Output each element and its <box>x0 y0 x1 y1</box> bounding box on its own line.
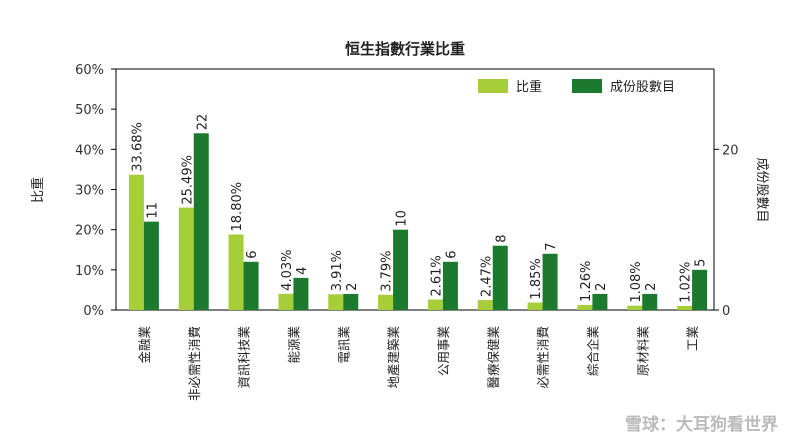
y-tick-label: 0% <box>83 304 104 319</box>
bar-count <box>442 261 458 310</box>
data-label-weight: 18.80% <box>230 182 245 232</box>
category-label: 醫療保健業 <box>486 326 501 389</box>
bar-weight <box>278 293 294 310</box>
legend: 比重 成份股數目 <box>478 79 675 95</box>
y2-axis-title: 成份股數目 <box>754 157 769 222</box>
category-label: 工業 <box>685 326 700 352</box>
y-tick-label: 60% <box>75 63 104 78</box>
legend-label-weight: 比重 <box>516 79 542 95</box>
data-label-count: 2 <box>345 283 360 291</box>
bar-count <box>592 293 608 310</box>
bar-count <box>243 261 259 310</box>
legend-swatch-weight <box>478 79 508 93</box>
bar-weight <box>128 174 144 310</box>
data-label-weight: 4.03% <box>280 250 295 291</box>
data-label-count: 11 <box>145 202 160 219</box>
data-label-count: 6 <box>444 251 459 259</box>
data-label-count: 8 <box>494 234 509 242</box>
data-label-count: 5 <box>694 259 709 267</box>
data-label-weight: 25.49% <box>180 155 195 205</box>
bar-weight <box>378 294 394 310</box>
data-label-weight: 1.26% <box>579 261 594 302</box>
bar-weight <box>677 305 693 310</box>
y-tick-label: 50% <box>75 103 104 118</box>
y-axis-title: 比重 <box>30 177 46 203</box>
category-label: 資訊科技業 <box>237 326 252 389</box>
category-label: 地產建築業 <box>386 326 401 389</box>
bar-count <box>193 133 209 310</box>
bar-count <box>492 245 508 310</box>
category-label: 公用事業 <box>436 326 451 377</box>
data-label-count: 10 <box>395 210 410 227</box>
bar-count <box>542 253 558 310</box>
y2-axis-ticks: 0 20 <box>714 143 739 319</box>
data-label-weight: 33.68% <box>130 122 145 172</box>
y-tick-label: 40% <box>75 143 104 158</box>
bar-count <box>692 269 708 310</box>
data-label-weight: 1.02% <box>679 262 694 303</box>
bar-count <box>143 221 159 310</box>
category-label: 金融業 <box>137 326 152 364</box>
bar-weight <box>178 207 194 310</box>
watermark: 雪球：大耳狗看世界 <box>625 414 778 435</box>
data-label-weight: 3.91% <box>330 250 345 291</box>
category-labels: 金融業 非必需性消費 資訊科技業 能源業 電訊業 地產建築業 公用事業 醫療保健業 必需性消費 綜… <box>137 326 700 402</box>
legend-swatch-count <box>572 79 602 93</box>
category-label: 原材料業 <box>635 326 650 377</box>
bar-weight <box>577 304 593 310</box>
chart-title: 恒生指數行業比重 <box>345 40 465 58</box>
data-label-count: 4 <box>295 267 310 275</box>
category-label: 能源業 <box>286 326 301 364</box>
bar-weight <box>228 234 244 310</box>
y-tick-label: 20% <box>75 224 104 239</box>
data-label-weight: 3.79% <box>380 250 395 291</box>
data-label-count: 2 <box>644 283 659 291</box>
bar-count <box>343 293 359 310</box>
y-tick-label: 30% <box>75 184 104 199</box>
y2-tick-label: 20 <box>722 143 739 158</box>
y-tick-label: 10% <box>75 264 104 279</box>
data-label-count: 6 <box>245 251 260 259</box>
data-label-weight: 2.61% <box>429 255 444 296</box>
bar-count <box>293 277 309 310</box>
bar-weight <box>527 302 543 310</box>
bar-count <box>642 293 658 310</box>
data-label-count: 7 <box>544 242 559 250</box>
bar-weight <box>627 305 643 310</box>
data-label-weight: 1.08% <box>629 261 644 302</box>
legend-label-count: 成份股數目 <box>610 80 675 95</box>
bar-weight <box>477 300 493 310</box>
data-label-count: 2 <box>594 283 609 291</box>
bar-count <box>393 229 409 310</box>
category-label: 必需性消費 <box>536 326 551 389</box>
data-label-count: 22 <box>195 114 210 131</box>
category-label: 電訊業 <box>336 326 351 364</box>
bar-weight <box>427 299 443 310</box>
y2-tick-label: 0 <box>722 304 730 319</box>
category-label: 綜合企業 <box>585 326 600 377</box>
bar-weight <box>328 294 344 310</box>
data-label-weight: 1.85% <box>529 258 544 299</box>
category-label: 非必需性消費 <box>187 326 202 401</box>
data-label-weight: 2.47% <box>479 256 494 297</box>
y-axis-ticks: 0% 10% 20% 30% 40% 50% 60% <box>75 63 116 319</box>
